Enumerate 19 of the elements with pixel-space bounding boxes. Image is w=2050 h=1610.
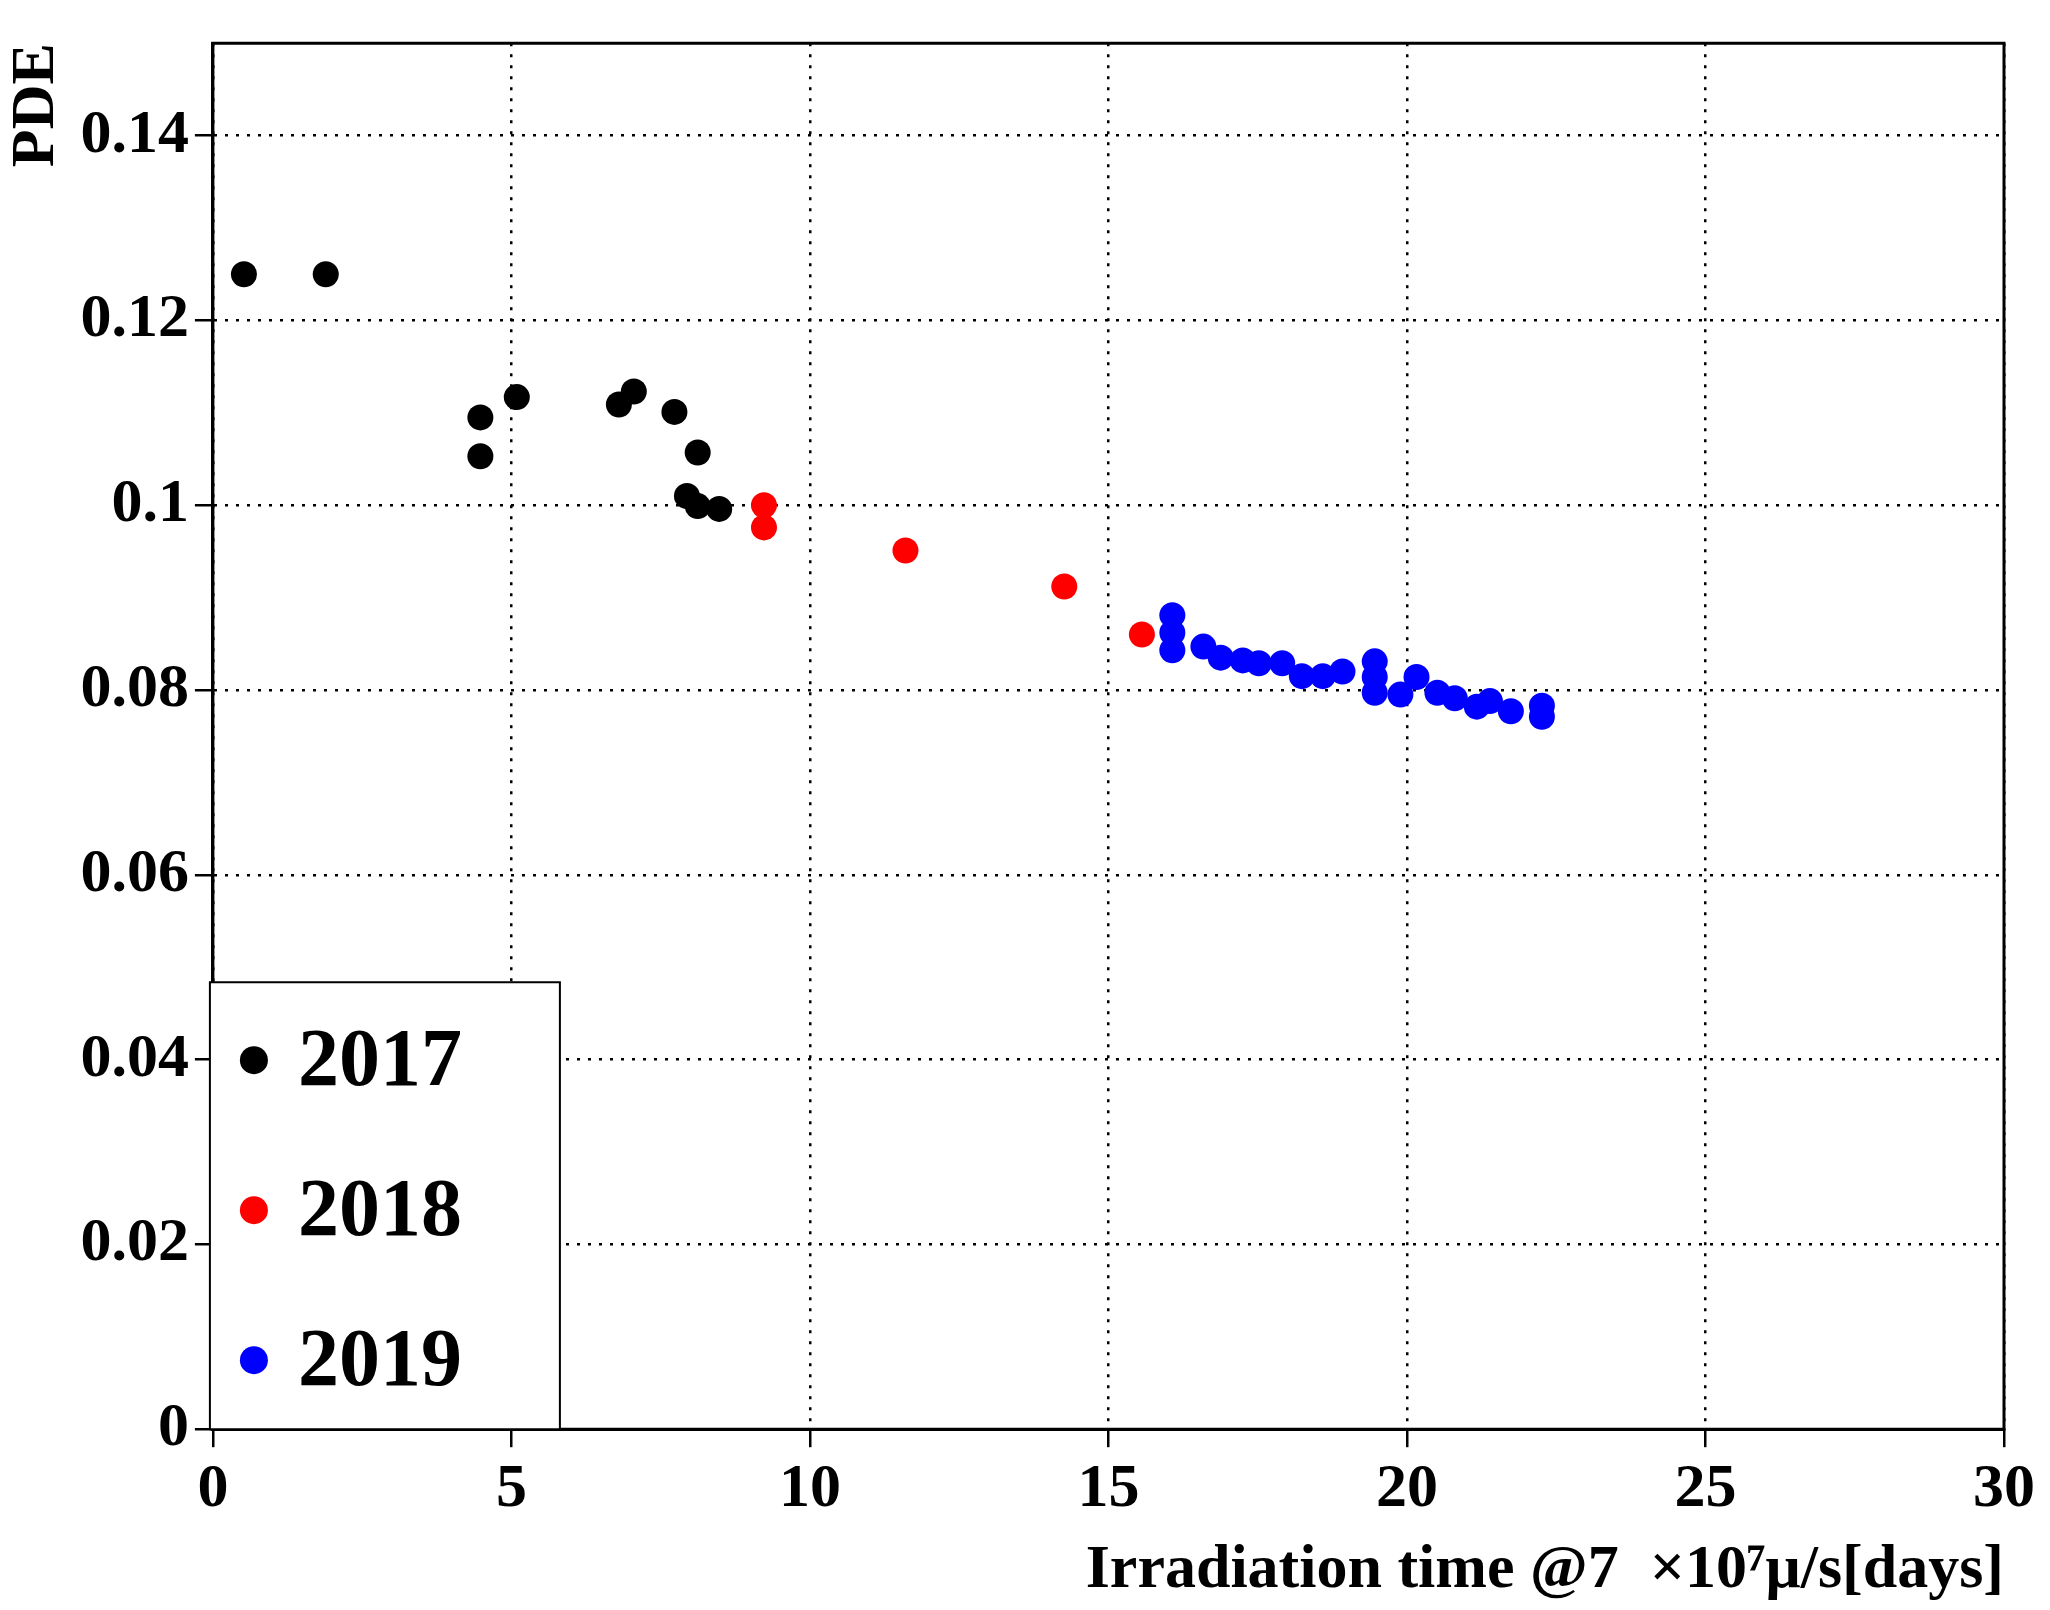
y-tick-label: 0 bbox=[157, 1390, 189, 1459]
x-tick-label: 5 bbox=[495, 1451, 527, 1520]
y-tick-label: 0.04 bbox=[80, 1020, 189, 1089]
x-tick-label: 25 bbox=[1674, 1451, 1737, 1520]
x-axis-title: Irradiation time @7 ×10⁷μ/s[days] bbox=[1085, 1531, 2004, 1600]
y-tick-label: 0.08 bbox=[80, 651, 189, 720]
x-tick-label: 30 bbox=[1973, 1451, 2035, 1520]
x-tick-label: 10 bbox=[778, 1451, 841, 1520]
legend-label: 2017 bbox=[297, 1012, 462, 1104]
y-axis-title: PDE bbox=[0, 43, 67, 168]
y-tick-label: 0.14 bbox=[80, 96, 189, 165]
y-tick-label: 0.1 bbox=[111, 466, 189, 535]
legend-label: 2018 bbox=[297, 1162, 462, 1254]
legend-label: 2019 bbox=[297, 1312, 462, 1404]
y-tick-label: 0.02 bbox=[80, 1205, 189, 1274]
x-tick-label: 20 bbox=[1375, 1451, 1438, 1520]
y-tick-label: 0.12 bbox=[80, 281, 189, 350]
y-tick-label: 0.06 bbox=[80, 835, 189, 904]
x-tick-label: 15 bbox=[1077, 1451, 1140, 1520]
